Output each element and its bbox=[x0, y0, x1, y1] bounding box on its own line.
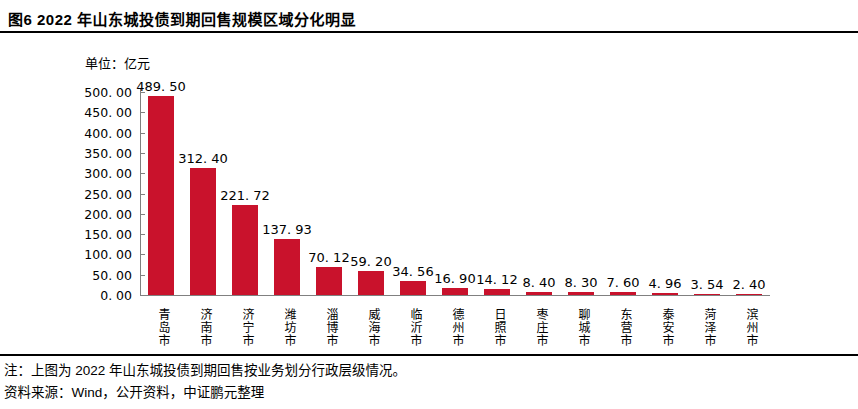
bar-淄博市 bbox=[316, 267, 342, 295]
y-axis-label: 450. 00 bbox=[60, 105, 132, 120]
bar-value-label: 137. 93 bbox=[255, 222, 319, 237]
bar-济宁市 bbox=[232, 205, 258, 295]
y-axis-tick bbox=[141, 133, 145, 134]
bar-菏泽市 bbox=[694, 294, 720, 295]
x-category-label: 滨州市 bbox=[740, 301, 758, 353]
bar-德州市 bbox=[442, 288, 468, 295]
y-axis-tick bbox=[141, 254, 145, 255]
report-figure-page: 图6 2022 年山东城投债到期回售规模区域分化明显 单位：亿元 0. 0050… bbox=[0, 0, 858, 409]
x-category-label: 东营市 bbox=[614, 301, 632, 353]
x-category-label: 济南市 bbox=[194, 301, 212, 353]
bar-泰安市 bbox=[652, 293, 678, 295]
y-axis-tick bbox=[141, 275, 145, 276]
y-axis-label: 150. 00 bbox=[60, 227, 132, 242]
x-category-label: 淄博市 bbox=[320, 301, 338, 353]
y-axis-label: 300. 00 bbox=[60, 166, 132, 181]
bar-value-label: 489. 50 bbox=[129, 79, 193, 94]
x-category-label: 菏泽市 bbox=[698, 301, 716, 353]
x-category-label: 泰安市 bbox=[656, 301, 674, 353]
x-category-label: 德州市 bbox=[446, 301, 464, 353]
bar-chart: 0. 00 50. 00 100. 00 150. 00 200. 00 250. 00 3… bbox=[0, 0, 858, 409]
y-axis-label: 500. 00 bbox=[60, 85, 132, 100]
y-axis-label: 350. 00 bbox=[60, 146, 132, 161]
x-category-label: 潍坊市 bbox=[278, 301, 296, 353]
x-category-label: 枣庄市 bbox=[530, 301, 548, 353]
y-axis-tick bbox=[141, 295, 145, 296]
bar-滨州市 bbox=[736, 294, 762, 295]
y-axis-label: 200. 00 bbox=[60, 207, 132, 222]
bar-value-label: 221. 72 bbox=[213, 188, 277, 203]
footer-divider bbox=[0, 354, 858, 356]
bar-潍坊市 bbox=[274, 239, 300, 295]
x-category-label: 威海市 bbox=[362, 301, 380, 353]
bar-value-label: 312. 40 bbox=[171, 151, 235, 166]
y-axis-label: 250. 00 bbox=[60, 187, 132, 202]
figure-note: 注：上图为 2022 年山东城投债到期回售按业务划分行政层级情况。 bbox=[4, 359, 406, 379]
y-axis-line bbox=[140, 88, 141, 295]
y-axis-label: 0. 00 bbox=[60, 288, 132, 303]
y-axis-tick bbox=[141, 153, 145, 154]
bar-value-label: 2. 40 bbox=[717, 277, 781, 292]
x-category-label: 聊城市 bbox=[572, 301, 590, 353]
figure-source: 资料来源：Wind，公开资料，中证鹏元整理 bbox=[4, 381, 264, 401]
x-category-label: 日照市 bbox=[488, 301, 506, 353]
y-axis-tick bbox=[141, 173, 145, 174]
x-category-label: 济宁市 bbox=[236, 301, 254, 353]
y-axis-label: 50. 00 bbox=[60, 268, 132, 283]
bar-枣庄市 bbox=[526, 292, 552, 295]
y-axis-label: 100. 00 bbox=[60, 247, 132, 262]
x-category-label: 青岛市 bbox=[152, 301, 170, 353]
bar-东营市 bbox=[610, 292, 636, 295]
bar-聊城市 bbox=[568, 292, 594, 295]
bar-青岛市 bbox=[148, 96, 174, 295]
y-axis-tick bbox=[141, 234, 145, 235]
y-axis-tick bbox=[141, 214, 145, 215]
y-axis-label: 400. 00 bbox=[60, 126, 132, 141]
x-axis-line bbox=[140, 295, 770, 296]
y-axis-tick bbox=[141, 112, 145, 113]
y-axis-tick bbox=[141, 194, 145, 195]
bar-日照市 bbox=[484, 289, 510, 295]
x-category-label: 临沂市 bbox=[404, 301, 422, 353]
